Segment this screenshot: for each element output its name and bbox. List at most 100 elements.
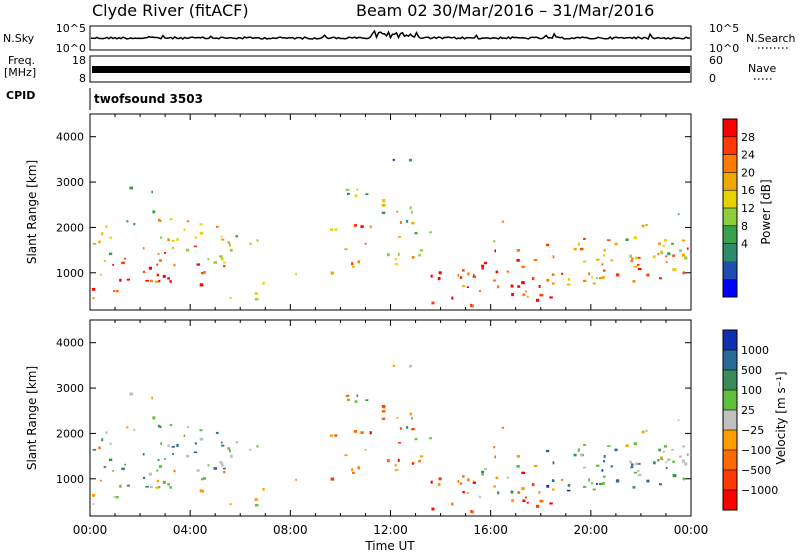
- velocity-echo-58: [227, 447, 230, 450]
- power-echo-48: [196, 263, 200, 266]
- power-echo-121: [438, 271, 442, 275]
- velocity-echo-142: [494, 455, 496, 459]
- power-echo-57: [249, 242, 252, 245]
- velocity-echo-33: [142, 453, 145, 456]
- velocity-echo-65: [220, 463, 224, 467]
- power-echo-212: [603, 254, 605, 257]
- velocity-echo-145: [493, 485, 497, 488]
- power-ytick-label-0: 1000: [56, 267, 84, 280]
- power-cbar-tick-label-0: 28: [741, 131, 755, 144]
- velocity-echo-32: [171, 445, 175, 448]
- power-cbar-tick-label-5: 8: [741, 220, 748, 233]
- velocity-echo-24: [124, 463, 126, 466]
- power-echo-215: [629, 254, 632, 258]
- power-echo-173: [567, 278, 571, 281]
- power-echo-144: [510, 284, 514, 288]
- power-echo-24: [124, 257, 126, 260]
- power-echo-76: [151, 190, 153, 194]
- velocity-echo-143: [481, 473, 484, 476]
- freq-left-tick-bottom: 8: [79, 72, 86, 85]
- time-tick-label-4: 16:00: [473, 523, 508, 537]
- power-echo-30: [160, 236, 162, 239]
- cpid-program: twofsound 3503: [94, 92, 203, 106]
- velocity-echo-184: [652, 461, 656, 465]
- velocity-echo-165: [601, 469, 604, 472]
- noise-right-tick-bottom: 10^0: [709, 42, 739, 55]
- power-echo-21: [119, 278, 122, 282]
- velocity-echo-195: [672, 460, 675, 463]
- power-echo-32: [171, 239, 175, 242]
- vel-cbar-tick-label-4: −25: [741, 424, 764, 437]
- power-echo-152: [549, 296, 553, 299]
- power-echo-207: [580, 248, 583, 251]
- power-cbar-swatch-2: [723, 154, 737, 173]
- velocity-echo-167: [552, 461, 555, 465]
- velocity-echo-29: [157, 424, 161, 428]
- power-echo-72: [126, 220, 129, 223]
- velocity-echo-40: [167, 444, 170, 448]
- velocity-echo-132: [497, 491, 500, 495]
- velocity-echo-80: [330, 477, 335, 481]
- power-echo-191: [610, 259, 613, 262]
- velocity-echo-169: [596, 482, 598, 485]
- velocity-echo-86: [344, 454, 348, 457]
- velocity-echo-141: [517, 491, 521, 494]
- velocity-echo-97: [381, 409, 386, 413]
- power-echo-160: [539, 293, 544, 297]
- power-colorbar-label: Power [dB]: [759, 179, 773, 244]
- velocity-echo-108: [419, 455, 424, 458]
- power-echo-196: [681, 239, 686, 242]
- power-cbar-swatch-1: [723, 136, 737, 156]
- power-echo-187: [595, 258, 600, 261]
- power-echo-135: [516, 249, 521, 252]
- power-echo-69: [229, 297, 232, 299]
- power-echo-59: [229, 243, 231, 247]
- power-echo-27: [164, 252, 167, 254]
- power-echo-58: [227, 241, 230, 244]
- power-echo-145: [493, 279, 497, 282]
- vel-cbar-swatch-8: [723, 490, 737, 511]
- velocity-echo-66: [219, 461, 223, 464]
- velocity-echo-135: [516, 455, 521, 458]
- velocity-echo-217: [677, 419, 680, 422]
- velocity-echo-173: [567, 484, 571, 487]
- power-echo-78: [334, 228, 338, 231]
- velocity-echo-3: [101, 438, 104, 442]
- power-echo-217: [677, 213, 680, 216]
- time-tick-label-0: 00:00: [73, 523, 108, 537]
- power-echo-37: [159, 219, 162, 222]
- velocity-echo-54: [235, 441, 239, 444]
- velocity-echo-91: [365, 399, 369, 401]
- power-echo-179: [637, 267, 642, 271]
- velocity-echo-186: [657, 458, 660, 462]
- velocity-echo-198: [659, 449, 661, 452]
- power-echo-205: [633, 236, 637, 240]
- velocity-echo-209: [631, 463, 634, 466]
- power-echo-86: [344, 248, 348, 251]
- power-echo-150: [525, 290, 527, 293]
- velocity-echo-157: [522, 499, 526, 503]
- power-echo-103: [394, 263, 399, 265]
- power-echo-19: [162, 274, 166, 278]
- noise-left-tick-top: 10^5: [56, 22, 86, 35]
- power-echo-90: [354, 194, 358, 197]
- power-echo-77: [295, 272, 297, 275]
- power-echo-39: [157, 252, 160, 255]
- velocity-echo-53: [203, 477, 206, 480]
- velocity-echo-133: [511, 499, 514, 503]
- power-echo-138: [516, 259, 520, 262]
- velocity-echo-38: [186, 454, 190, 458]
- velocity-echo-109: [381, 417, 386, 421]
- power-echo-203: [672, 268, 677, 272]
- velocity-echo-30: [160, 442, 162, 445]
- velocity-echo-221: [625, 444, 629, 447]
- time-tick-label-2: 08:00: [273, 523, 308, 537]
- velocity-echo-47: [223, 471, 226, 474]
- vel-cbar-tick-label-6: −500: [741, 464, 771, 477]
- power-echo-141: [517, 285, 521, 288]
- velocity-echo-81: [369, 431, 372, 435]
- velocity-echo-11: [92, 503, 95, 506]
- velocity-echo-28: [194, 442, 197, 445]
- velocity-echo-131: [466, 492, 469, 494]
- power-echo-120: [459, 276, 463, 279]
